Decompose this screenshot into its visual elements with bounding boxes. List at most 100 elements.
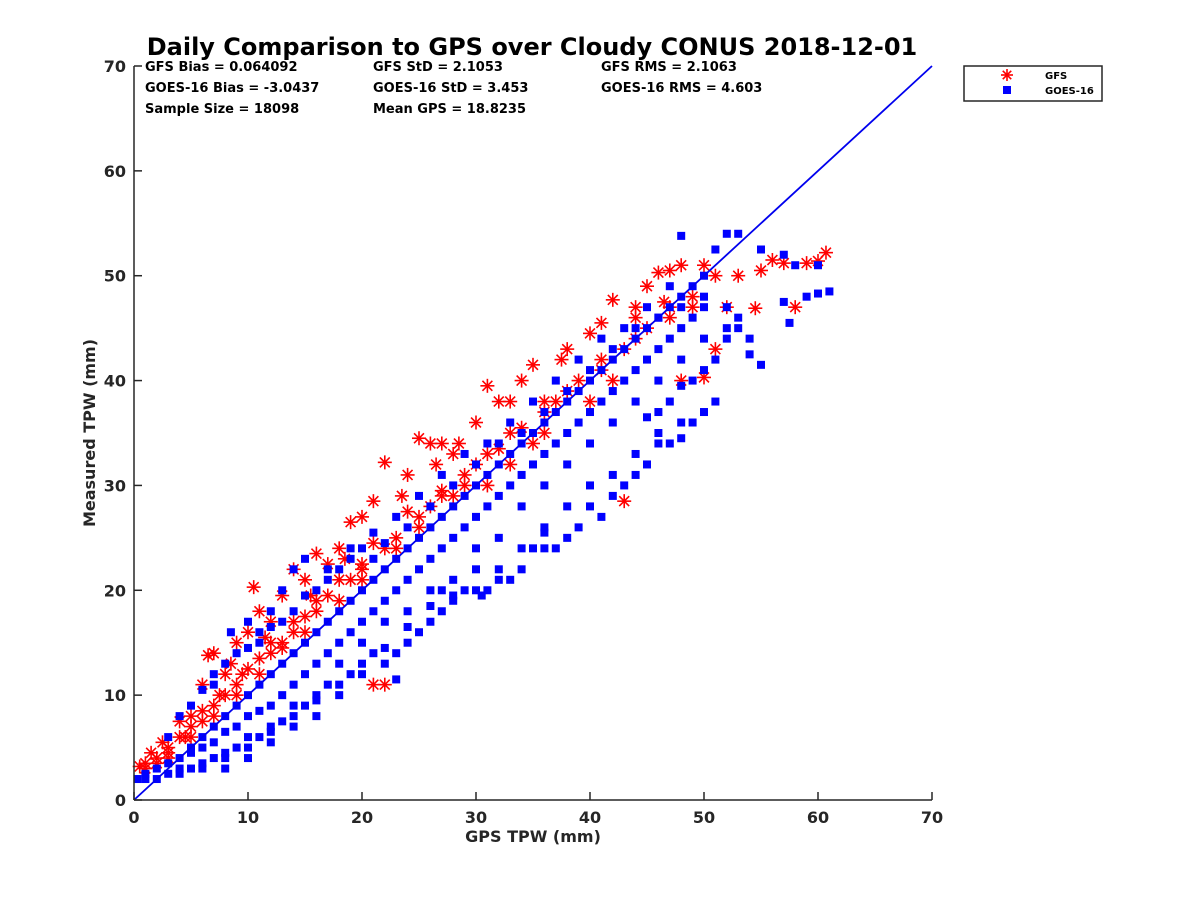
goes16-point [757, 360, 765, 369]
goes16-point [392, 649, 401, 658]
goes16-point [483, 439, 492, 448]
goes16-point [380, 643, 389, 652]
goes16-point [255, 628, 264, 637]
goes16-point [152, 764, 161, 773]
goes16-point [403, 607, 412, 616]
goes16-point [221, 659, 230, 668]
goes16-point [734, 229, 743, 238]
goes16-point [141, 769, 150, 778]
goes16-point [785, 318, 794, 327]
goes16-point [312, 712, 321, 721]
goes16-point [289, 680, 298, 689]
y-tick-label: 10 [104, 686, 126, 705]
reference-line [133, 65, 933, 801]
goes16-point [586, 366, 594, 375]
gfs-point [298, 625, 312, 640]
goes16-point [221, 748, 230, 757]
goes16-point [722, 324, 731, 333]
goes16-point [244, 643, 252, 652]
gfs-point [594, 315, 609, 330]
goes16-point [677, 324, 686, 333]
goes16-point [540, 544, 549, 553]
stat-annotation: Sample Size = 18098 [145, 102, 299, 117]
goes16-point [757, 245, 765, 254]
gfs-point [400, 504, 415, 519]
gfs-point [229, 635, 244, 650]
gfs-point [275, 640, 290, 655]
gfs-point [708, 342, 723, 357]
goes16-point [540, 449, 549, 458]
goes16-point [688, 376, 697, 385]
x-axis-label: GPS TPW (mm) [465, 827, 601, 846]
stats-annotations: GFS Bias = 0.064092 GFS StD = 2.1053 GFS R… [145, 60, 762, 117]
gfs-point [548, 394, 563, 409]
gfs-point [263, 635, 278, 650]
gfs-point [469, 415, 483, 430]
gfs-point [252, 651, 267, 666]
gfs-point [503, 426, 518, 440]
goes16-point [608, 470, 617, 479]
gfs-point [355, 572, 369, 587]
goes16-point [187, 748, 195, 757]
gfs-point [799, 256, 814, 271]
goes16-point [358, 617, 366, 626]
gfs-point [818, 245, 833, 260]
goes16-point [631, 470, 640, 479]
goes16-point [460, 449, 469, 458]
goes16-point [312, 659, 321, 668]
gfs-point [343, 515, 358, 530]
gfs-point [526, 357, 540, 372]
gfs-point [332, 593, 347, 608]
goes16-point [722, 303, 731, 312]
goes16-point [164, 769, 173, 778]
gfs-point [605, 373, 620, 388]
stat-annotation: Mean GPS = 18.8235 [373, 102, 526, 117]
goes16-point [221, 754, 230, 763]
gfs-point [332, 572, 347, 587]
goes16-point [802, 292, 811, 301]
gfs-point [605, 292, 620, 307]
goes16-point [620, 324, 629, 333]
stat-annotation: GFS Bias = 0.064092 [145, 60, 298, 75]
gfs-point [184, 730, 198, 745]
goes16-point [517, 565, 526, 574]
goes16-point [346, 670, 355, 679]
goes16-point [494, 565, 503, 574]
goes16-point [278, 586, 287, 595]
goes16-point [700, 334, 708, 343]
gfs-point [583, 394, 597, 409]
y-tick-label: 20 [104, 581, 126, 600]
goes16-point [654, 429, 663, 437]
gfs-point [526, 436, 540, 451]
goes16-point [437, 470, 446, 479]
goes16-point [244, 617, 252, 626]
x-tick-label: 30 [465, 808, 487, 827]
goes16-point [358, 638, 366, 647]
legend-goes16-label: GOES-16 [1045, 86, 1094, 97]
goes16-point [620, 376, 629, 385]
goes16-point [380, 596, 389, 605]
goes16-point [301, 554, 309, 563]
goes16-point [483, 502, 492, 511]
goes16-point [403, 523, 412, 532]
goes16-point [494, 491, 503, 500]
goes16-point [540, 528, 549, 537]
goes16-point [688, 418, 697, 427]
gfs-point [429, 457, 444, 472]
gfs-point [617, 494, 632, 509]
goes16-point [255, 706, 264, 715]
goes16-point [540, 481, 549, 490]
goes16-point [654, 439, 663, 448]
legend: GFS GOES-16 [963, 65, 1103, 102]
goes16-point [221, 764, 230, 773]
goes16-point [460, 523, 469, 532]
goes16-point [449, 591, 458, 600]
goes16-point [734, 324, 743, 333]
goes16-point [301, 701, 309, 710]
goes16-point [506, 418, 515, 427]
goes16-point [266, 738, 275, 747]
goes16-point [449, 481, 458, 490]
goes16-point [677, 381, 686, 390]
x-tick-label: 50 [693, 808, 715, 827]
goes16-point [198, 685, 207, 694]
